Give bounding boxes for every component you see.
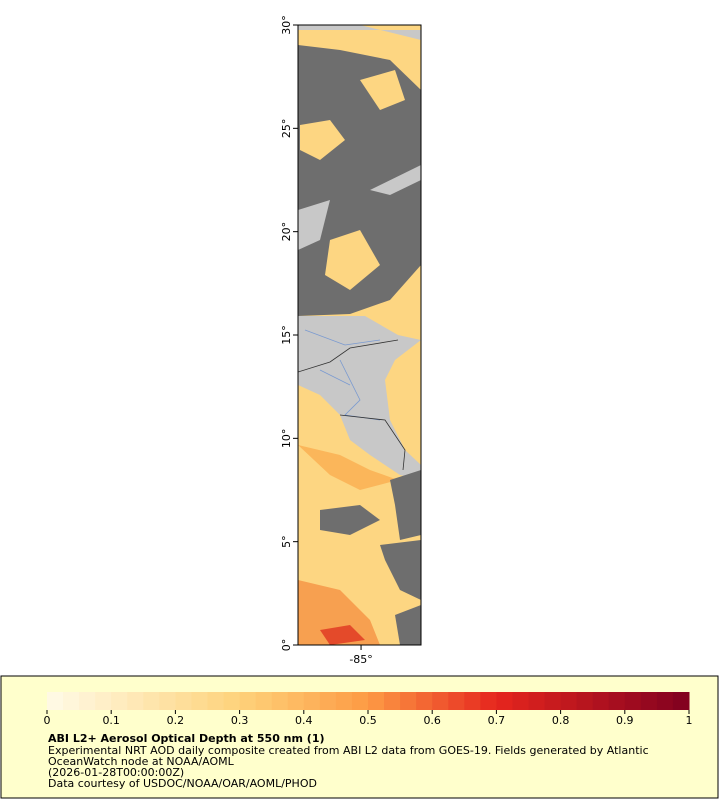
colorbar-step <box>384 692 401 710</box>
colorbar-step <box>416 692 433 710</box>
colorbar-step <box>303 692 321 710</box>
lat-tick-label: 5° <box>280 535 293 548</box>
colorbar-step <box>79 692 96 710</box>
colorbar-step <box>111 692 128 710</box>
colorbar-tick-label: 0.5 <box>359 714 377 727</box>
colorbar-step <box>672 692 690 710</box>
lat-tick-label: 20° <box>280 222 293 242</box>
colorbar-step <box>512 692 529 710</box>
colorbar-tick-label: 0.8 <box>552 714 570 727</box>
colorbar-step <box>528 692 546 710</box>
colorbar-step <box>143 692 160 710</box>
colorbar-step <box>368 692 385 710</box>
colorbar-step <box>47 692 64 710</box>
colorbar-step <box>544 692 562 710</box>
colorbar-step <box>175 692 192 710</box>
colorbar-step <box>656 692 674 710</box>
colorbar-step <box>191 692 208 710</box>
colorbar-step <box>432 692 449 710</box>
lat-tick-label: 15° <box>280 325 293 345</box>
colorbar-step <box>95 692 112 710</box>
lat-tick-label: 25° <box>280 119 293 139</box>
lat-tick-label: 30° <box>280 15 293 35</box>
colorbar-tick-label: 0.4 <box>295 714 313 727</box>
colorbar-step <box>576 692 594 710</box>
caption-line: Data courtesy of USDOC/NOAA/OAR/AOML/PHO… <box>48 777 317 790</box>
caption-line: (2026-01-28T00:00:00Z) <box>48 766 184 779</box>
colorbar-step <box>159 692 176 710</box>
colorbar-step <box>592 692 610 710</box>
colorbar-step <box>464 692 481 710</box>
colorbar-step <box>640 692 658 710</box>
colorbar-step <box>223 692 241 710</box>
lat-tick-label: 10° <box>280 429 293 449</box>
caption-line: Experimental NRT AOD daily composite cre… <box>48 744 649 757</box>
colorbar-step <box>560 692 578 710</box>
colorbar-step <box>335 692 353 710</box>
colorbar-tick-label: 0.1 <box>102 714 120 727</box>
colorbar-step <box>351 692 369 710</box>
colorbar-tick-label: 0.6 <box>423 714 441 727</box>
colorbar-tick-label: 1 <box>686 714 693 727</box>
caption-line: OceanWatch node at NOAA/AOML <box>48 755 235 768</box>
colorbar-step <box>624 692 642 710</box>
colorbar-step <box>400 692 417 710</box>
colorbar-step <box>287 692 305 710</box>
colorbar-tick-label: 0.2 <box>167 714 185 727</box>
colorbar-step <box>319 692 337 710</box>
colorbar-tick-label: 0.9 <box>616 714 634 727</box>
colorbar-step <box>448 692 465 710</box>
colorbar-step <box>608 692 626 710</box>
map-image <box>298 25 421 645</box>
colorbar-step <box>496 692 513 710</box>
colorbar-tick-label: 0 <box>44 714 51 727</box>
lat-tick-label: 0° <box>280 639 293 652</box>
colorbar-tick-label: 0.7 <box>488 714 506 727</box>
lon-tick-label: -85° <box>349 653 372 666</box>
colorbar-step <box>63 692 80 710</box>
colorbar-tick-label: 0.3 <box>231 714 249 727</box>
colorbar-step <box>239 692 257 710</box>
colorbar-step <box>127 692 144 710</box>
colorbar-step <box>480 692 497 710</box>
caption-title: ABI L2+ Aerosol Optical Depth at 550 nm … <box>48 732 325 745</box>
colorbar-step <box>271 692 289 710</box>
colorbar-step <box>207 692 225 710</box>
colorbar-step <box>255 692 273 710</box>
